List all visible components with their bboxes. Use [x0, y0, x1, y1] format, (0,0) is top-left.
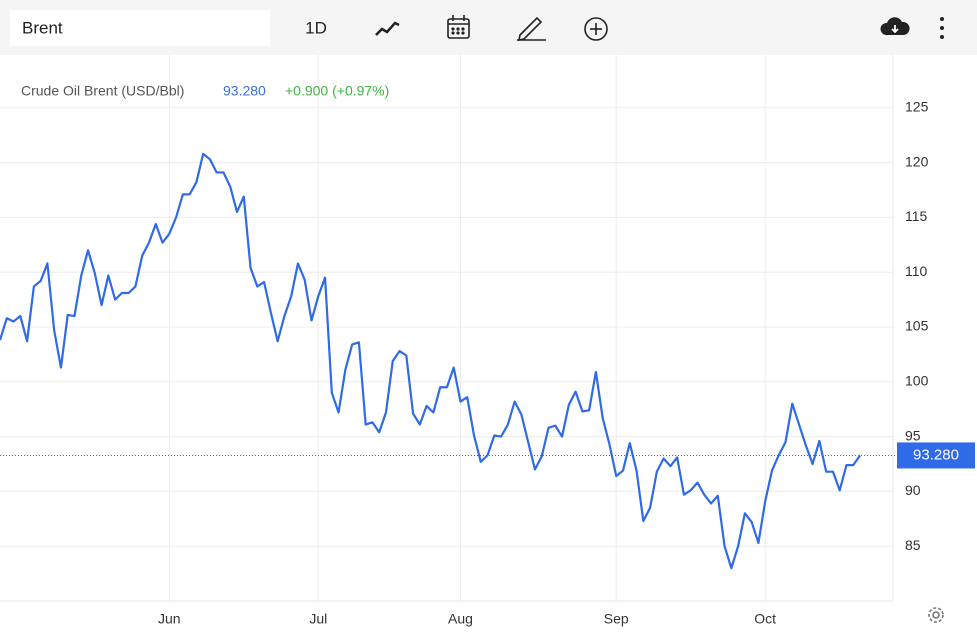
y-tick-label: 95 — [905, 427, 921, 443]
plot — [0, 152, 897, 570]
legend-price: 93.280 — [223, 83, 266, 99]
download-icon[interactable] — [880, 17, 910, 35]
price-line — [0, 152, 861, 570]
chart-type-icon[interactable] — [375, 21, 400, 36]
y-tick-label: 120 — [905, 153, 929, 169]
x-tick-label: Jul — [309, 611, 327, 627]
y-tick-label: 105 — [905, 318, 929, 334]
last-price-label: 93.280 — [913, 446, 959, 463]
add-icon[interactable] — [584, 17, 608, 41]
x-tick-label: Jun — [158, 611, 181, 627]
y-tick-label: 115 — [905, 208, 928, 224]
settings-icon[interactable] — [928, 607, 944, 623]
search-text[interactable]: Brent — [22, 18, 63, 37]
y-tick-label: 125 — [905, 99, 929, 115]
menu-icon[interactable] — [940, 17, 944, 39]
calendar-icon[interactable] — [447, 15, 470, 39]
draw-icon[interactable] — [517, 16, 546, 42]
y-tick-label: 100 — [905, 373, 929, 389]
grid — [0, 55, 893, 601]
y-tick-label: 85 — [905, 537, 921, 553]
search-box[interactable] — [10, 10, 270, 46]
y-tick-label: 110 — [905, 263, 928, 279]
x-tick-label: Oct — [754, 611, 776, 627]
y-tick-label: 90 — [905, 482, 921, 498]
x-tick-label: Aug — [448, 611, 473, 627]
x-tick-label: Sep — [604, 611, 629, 627]
last-price-tag — [897, 442, 975, 469]
interval-button[interactable]: 1D — [305, 18, 327, 37]
legend-name: Crude Oil Brent (USD/Bbl) — [21, 83, 184, 99]
legend-change: +0.900 (+0.97%) — [285, 83, 389, 99]
